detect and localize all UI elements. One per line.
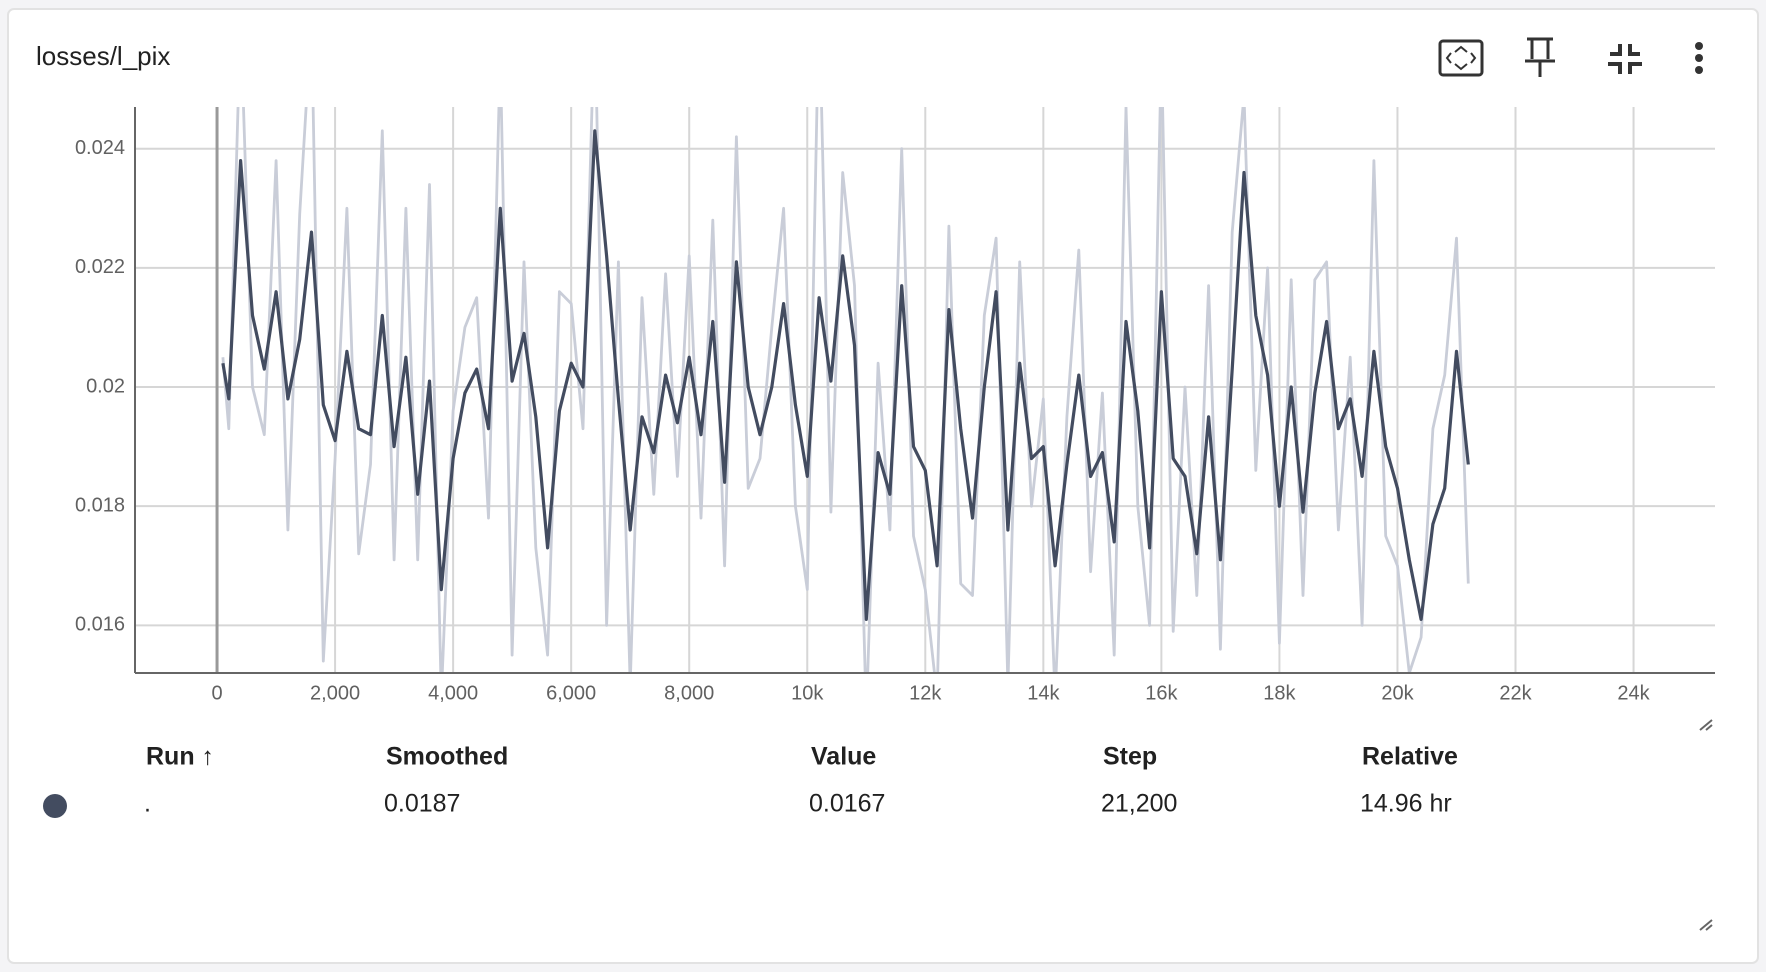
y-tick-label: 0.02 xyxy=(86,375,125,397)
column-header: Relative xyxy=(1362,743,1458,771)
x-tick-label: 24k xyxy=(1617,682,1650,704)
x-tick-label: 6,000 xyxy=(546,682,596,704)
x-tick-label: 10k xyxy=(791,682,824,704)
table-cell: 0.0187 xyxy=(384,790,460,818)
x-tick-label: 22k xyxy=(1499,682,1532,704)
collapse-button[interactable] xyxy=(1608,44,1642,74)
resize-handle[interactable] xyxy=(1699,919,1713,931)
table-cell: 14.96 hr xyxy=(1360,790,1452,818)
x-tick-label: 16k xyxy=(1145,682,1178,704)
x-tick-label: 8,000 xyxy=(664,682,714,704)
x-tick-label: 20k xyxy=(1381,682,1414,704)
x-tick-label: 2,000 xyxy=(310,682,360,704)
run-table: Run ↑ Smoothed Value Step Relative. 0.0187 0.0… xyxy=(144,743,1458,818)
x-tick-label: 0 xyxy=(211,682,222,704)
run-color xyxy=(43,794,67,818)
card-bg xyxy=(7,8,1759,964)
table-cell: 21,200 xyxy=(1101,790,1177,818)
chart-title: losses/l_pix xyxy=(36,41,170,71)
y-tick-label: 0.018 xyxy=(75,494,125,516)
column-header: Value xyxy=(811,743,876,771)
fullscreen-button[interactable] xyxy=(1438,39,1484,77)
series-line xyxy=(221,107,1470,673)
series-line xyxy=(221,129,1470,621)
column-header: Run ↑ xyxy=(146,743,214,771)
x-tick-label: 4,000 xyxy=(428,682,478,704)
x-tick-label: 18k xyxy=(1263,682,1296,704)
x-tick-label: 12k xyxy=(909,682,942,704)
column-header: Smoothed xyxy=(386,743,508,771)
column-header: Step xyxy=(1103,743,1157,771)
resize-handle[interactable] xyxy=(1699,719,1713,731)
menu-button[interactable] xyxy=(1695,42,1703,74)
table-cell: . xyxy=(144,790,151,818)
x-tick-label: 14k xyxy=(1027,682,1060,704)
plot-area xyxy=(221,107,1470,673)
y-tick-label: 0.016 xyxy=(75,614,125,636)
table-cell: 0.0167 xyxy=(809,790,885,818)
axes: 0.016 0.018 0.02 0.022 0.024 0 2,000 4,000 6,000… xyxy=(75,107,1715,704)
y-tick-label: 0.024 xyxy=(75,137,125,159)
y-tick-label: 0.022 xyxy=(75,256,125,278)
pin-button[interactable] xyxy=(1525,37,1555,77)
